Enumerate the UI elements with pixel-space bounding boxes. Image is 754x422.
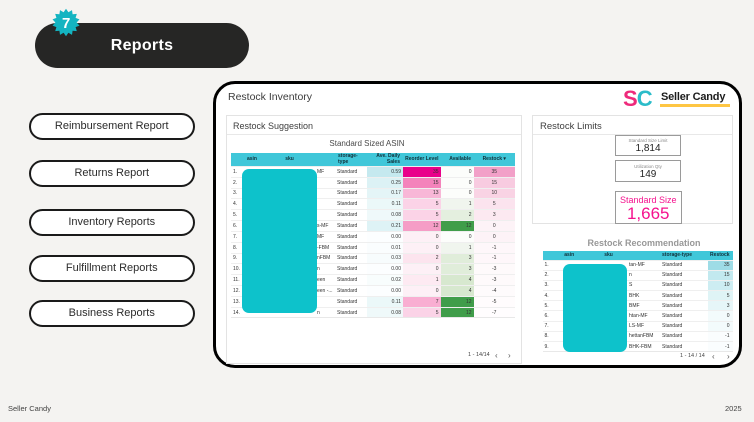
svg-text:7: 7 [62,15,70,32]
